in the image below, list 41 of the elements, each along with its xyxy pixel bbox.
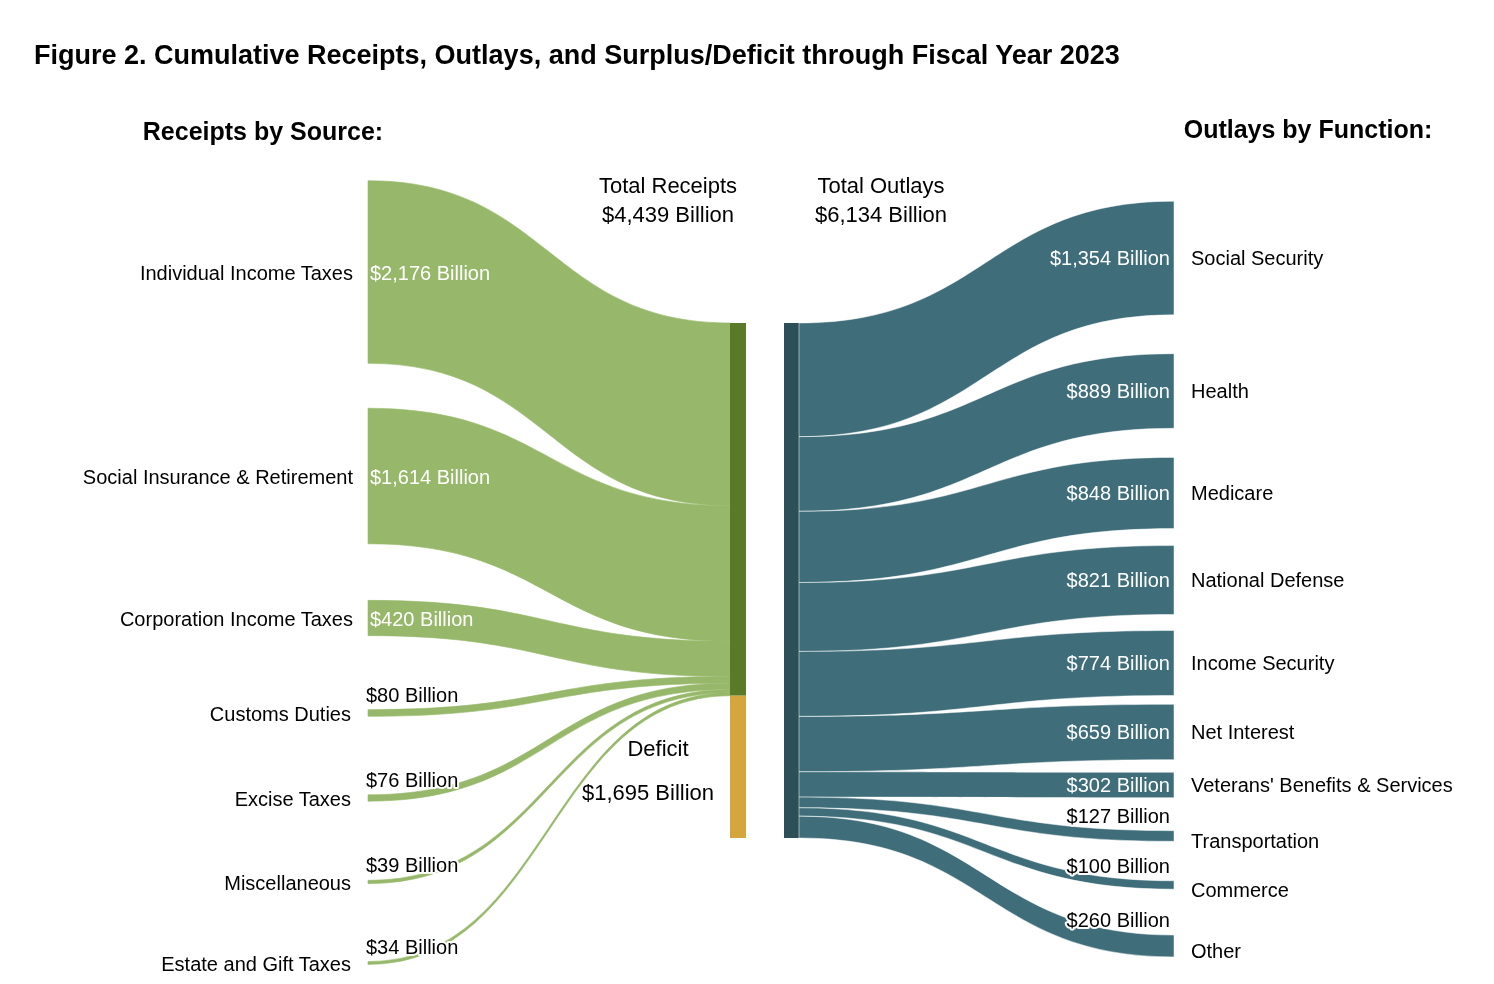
category-label: Total Outlays	[817, 173, 945, 198]
category-label: Veterans' Benefits & Services	[1191, 774, 1453, 796]
category-label: Social Insurance & Retirement	[82, 466, 354, 488]
data-label: $1,614 Billion	[370, 466, 491, 488]
data-label: $260 Billion	[1066, 909, 1170, 932]
category-label: Other	[1191, 940, 1242, 962]
category-label: Health	[1191, 380, 1249, 402]
data-label: $302 Billion	[1066, 774, 1170, 796]
data-label: $889 Billion	[1066, 380, 1170, 402]
data-label: $848 Billion	[1066, 482, 1170, 504]
category-label: Miscellaneous	[224, 872, 351, 894]
text: Figure 2. Cumulative Receipts, Outlays, and Surplus/Deficit through Fiscal Year 2023	[34, 40, 1120, 70]
category-label: Income Security	[1191, 652, 1335, 674]
text: Outlays by Function:	[1183, 115, 1433, 143]
data-label: $4,439 Billion	[601, 202, 735, 227]
category-label: Transportation	[1191, 830, 1320, 852]
category-label: Customs Duties	[209, 703, 351, 725]
data-label: $6,134 Billion	[814, 202, 948, 227]
data-label: $420 Billion	[370, 608, 474, 630]
category-label: Net Interest	[1191, 721, 1295, 743]
category-label: Total Receipts	[598, 173, 738, 198]
category-label: Social Security	[1191, 247, 1324, 269]
category-label: National Defense	[1191, 569, 1345, 591]
category-label: Deficit	[627, 735, 689, 761]
data-label: $1,695 Billion	[581, 779, 715, 805]
category-label: Commerce	[1191, 879, 1289, 901]
data-label: $76 Billion	[366, 768, 459, 791]
data-label: $1,354 Billion	[1049, 247, 1170, 269]
category-label: Individual Income Taxes	[139, 262, 353, 284]
data-label: $127 Billion	[1066, 804, 1170, 827]
text: Receipts by Source:	[142, 117, 384, 145]
category-label: Estate and Gift Taxes	[161, 953, 351, 975]
data-label: $821 Billion	[1066, 569, 1170, 591]
data-label: $659 Billion	[1066, 721, 1170, 743]
data-label: $774 Billion	[1066, 652, 1170, 674]
data-label: $80 Billion	[366, 683, 459, 706]
category-label: Corporation Income Taxes	[119, 608, 353, 630]
data-label: $100 Billion	[1066, 854, 1170, 877]
category-label: Medicare	[1191, 482, 1274, 504]
category-label: Excise Taxes	[234, 788, 351, 810]
data-label: $2,176 Billion	[370, 262, 491, 284]
